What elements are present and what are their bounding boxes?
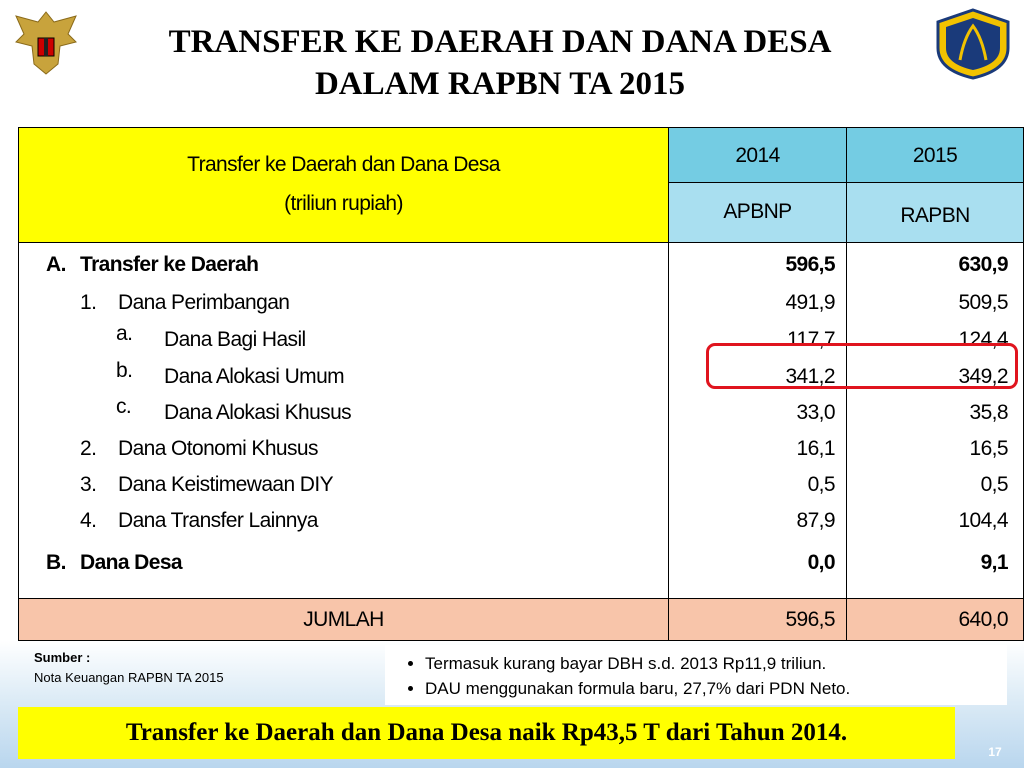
- budget: RAPBN: [900, 204, 970, 227]
- total-label: JUMLAH: [303, 608, 384, 631]
- header-label: Transfer ke Daerah dan Dana Desa: [187, 153, 500, 176]
- row-label: Dana Perimbangan: [118, 291, 290, 314]
- row-number: a.: [116, 322, 133, 345]
- row-label: Dana Desa: [80, 551, 183, 574]
- row-label: Dana Alokasi Umum: [164, 365, 345, 388]
- conclusion: Transfer ke Daerah dan Dana Desa naik Rp…: [18, 707, 955, 759]
- row-value: 104,4: [958, 509, 1008, 532]
- row-label: Dana Transfer Lainnya: [118, 509, 318, 532]
- highlight: [706, 343, 1018, 389]
- row-number: b.: [116, 359, 133, 382]
- total-value: 640,0: [958, 608, 1008, 631]
- source-label: Sumber :: [34, 650, 91, 665]
- row-number: 3.: [80, 473, 97, 496]
- row-value: 9,1: [980, 551, 1009, 574]
- notes: Termasuk kurang bayar DBH s.d. 2013 Rp11…: [385, 651, 1007, 701]
- row-value: 0,0: [807, 551, 836, 574]
- note: Termasuk kurang bayar DBH s.d. 2013 Rp11…: [425, 651, 1007, 676]
- row-value: 341,2: [785, 365, 835, 388]
- table: Transfer ke Daerah dan Dana Desa (triliu…: [18, 127, 1024, 641]
- title-line: DALAM RAPBN TA 2015: [314, 66, 686, 102]
- row-value: 33,0: [796, 401, 836, 424]
- row-value: 16,5: [969, 437, 1009, 460]
- title-line: TRANSFER KE DAERAH DAN DANA DESA: [168, 24, 832, 60]
- row-value: 596,5: [785, 253, 835, 276]
- row-value: 87,9: [796, 509, 836, 532]
- row-value: 509,5: [958, 291, 1008, 314]
- total-cell: [846, 598, 1024, 641]
- note: DAU menggunakan formula baru, 27,7% dari…: [425, 676, 1007, 701]
- row-label: Transfer ke Daerah: [80, 253, 259, 276]
- row-value: 35,8: [969, 401, 1009, 424]
- row-label: Dana Otonomi Khusus: [118, 437, 318, 460]
- row-value: 349,2: [958, 365, 1008, 388]
- row-value: 0,5: [807, 473, 836, 496]
- garuda-emblem: [15, 11, 77, 75]
- row-label: Dana Alokasi Khusus: [164, 401, 352, 424]
- header-cell: [846, 127, 1024, 183]
- total-value: 596,5: [785, 608, 835, 631]
- row-value: 491,9: [785, 291, 835, 314]
- row-number: c.: [116, 395, 132, 418]
- row-label: Dana Bagi Hasil: [164, 328, 306, 351]
- row-number: A.: [46, 253, 66, 276]
- row-value: 16,1: [796, 437, 836, 460]
- row-number: B.: [46, 551, 66, 574]
- total-cell: [668, 598, 847, 641]
- total-cell: [18, 598, 669, 641]
- row-label: Dana Keistimewaan DIY: [118, 473, 334, 496]
- header-cell: [668, 182, 847, 243]
- header-label: (triliun rupiah): [284, 192, 403, 215]
- year: 2015: [912, 144, 958, 167]
- row-number: 4.: [80, 509, 97, 532]
- row-value: 0,5: [980, 473, 1009, 496]
- source-text: Nota Keuangan RAPBN TA 2015: [34, 670, 224, 685]
- year: 2014: [735, 144, 780, 167]
- budget: APBNP: [723, 200, 792, 223]
- notes-box: Termasuk kurang bayar DBH s.d. 2013 Rp11…: [385, 645, 1007, 705]
- row-number: 2.: [80, 437, 97, 460]
- ministry-logo: [936, 8, 1010, 80]
- row-value: 630,9: [958, 253, 1008, 276]
- page-number: 17: [988, 745, 1002, 759]
- row-number: 1.: [80, 291, 97, 314]
- header-cell: [18, 127, 669, 243]
